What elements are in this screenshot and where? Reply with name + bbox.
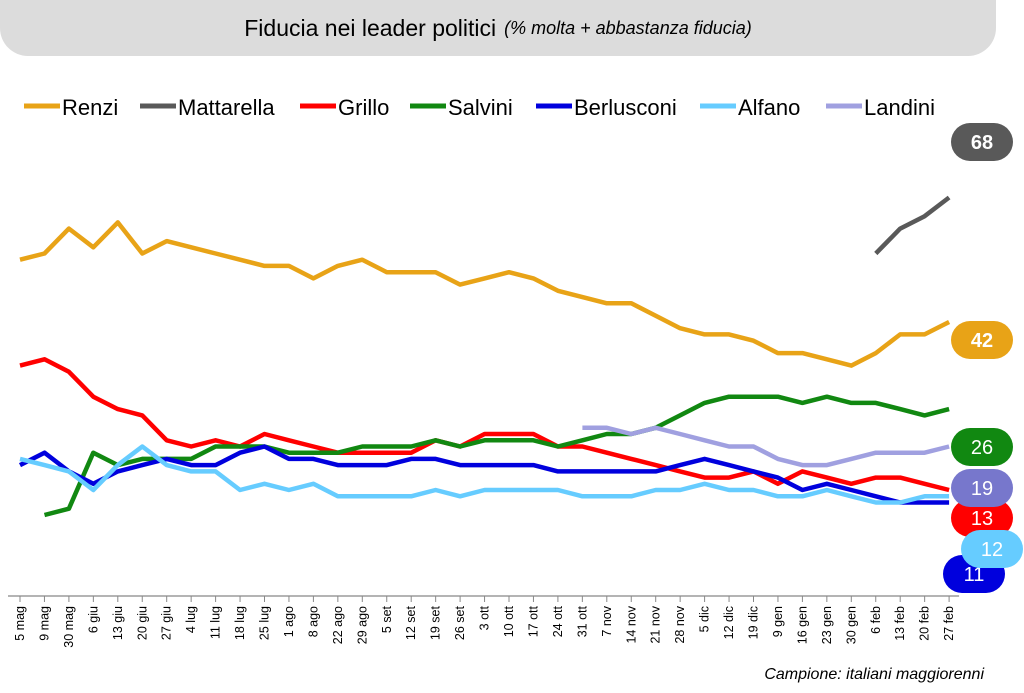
x-tick-label: 19 dic (747, 606, 761, 639)
x-tick-label: 26 set (453, 605, 467, 640)
legend-label: Grillo (338, 95, 389, 120)
series-line-mattarella (874, 195, 951, 256)
end-label-grillo: 13 (951, 499, 1013, 537)
x-tick-label: 23 gen (820, 606, 834, 644)
legend-item-renzi: Renzi (24, 95, 118, 120)
legend-item-alfano: Alfano (700, 95, 800, 120)
end-label-badge (961, 530, 1023, 568)
end-label-badge (951, 428, 1013, 466)
legend-label: Berlusconi (574, 95, 677, 120)
end-label-salvini: 26 (951, 428, 1013, 466)
x-tick-label: 22 ago (331, 606, 345, 644)
legend-item-berlusconi: Berlusconi (536, 95, 677, 120)
x-tick-label: 10 ott (502, 605, 516, 637)
series-line-berlusconi (18, 444, 950, 505)
x-tick-label: 6 feb (869, 606, 883, 634)
legend-item-salvini: Salvini (410, 95, 513, 120)
legend-label: Renzi (62, 95, 118, 120)
x-tick-label: 16 gen (795, 606, 809, 644)
end-label-badge (951, 499, 1013, 537)
x-tick-label: 17 ott (526, 605, 540, 637)
series-line-alfano (19, 444, 950, 505)
end-label-value: 68 (971, 132, 993, 154)
x-tick-label: 11 lug (209, 606, 223, 639)
x-tick-label: 12 dic (722, 606, 736, 639)
x-tick-label: 5 set (380, 605, 394, 633)
x-tick-label: 8 ago (306, 606, 320, 637)
x-tick-label: 30 mag (62, 606, 76, 648)
chart-title: Fiducia nei leader politici (% molta + a… (0, 0, 996, 56)
legend-item-landini: Landini (826, 95, 935, 120)
x-tick-label: 18 lug (233, 606, 247, 640)
end-label-value: 13 (971, 508, 993, 530)
chart-title-main: Fiducia nei leader politici (244, 14, 497, 41)
end-label-value: 11 (964, 564, 985, 586)
end-label-value: 26 (971, 437, 993, 459)
title-bar (0, 0, 996, 56)
end-label-badge (951, 469, 1013, 507)
legend: Renzi Mattarella Grillo Salvini Berlusconi Al… (24, 95, 935, 120)
x-tick-label: 9 mag (37, 606, 51, 641)
chart-subtitle: (% molta + abbastanza fiducia) (504, 17, 752, 38)
end-labels: 42 68 13 26 11 12 19 (943, 123, 1023, 593)
end-label-badge (951, 123, 1013, 161)
legend-label: Alfano (738, 95, 800, 120)
x-tick-label: 28 nov (673, 605, 687, 643)
legend-label: Salvini (448, 95, 513, 120)
legend-label: Landini (864, 95, 935, 120)
x-tick-label: 20 feb (918, 606, 932, 641)
end-label-landini: 19 (951, 469, 1013, 507)
x-tick-label: 1 ago (282, 606, 296, 637)
x-tick-label: 25 lug (258, 606, 272, 640)
x-axis: 5 mag 9 mag 30 mag 6 giu 13 giu 20 giu 27 giu 4… (8, 595, 960, 648)
x-tick-label: 5 mag (13, 606, 27, 641)
x-tick-label: 7 nov (600, 605, 614, 636)
x-tick-label: 13 feb (893, 606, 907, 641)
x-tick-label: 3 ott (478, 605, 492, 630)
legend-item-grillo: Grillo (300, 95, 389, 120)
x-tick-label: 5 dic (698, 606, 712, 632)
end-label-mattarella: 68 (951, 123, 1013, 161)
x-tick-label: 31 ott (575, 605, 589, 637)
end-label-badge (951, 321, 1013, 359)
x-tick-label: 20 giu (135, 606, 149, 640)
x-tick-label: 9 gen (771, 606, 785, 637)
x-tick-label: 29 ago (355, 606, 369, 644)
series-line-salvini (43, 394, 950, 518)
x-tick-label: 27 giu (160, 606, 174, 640)
end-label-alfano: 12 (961, 530, 1023, 568)
x-tick-label: 4 lug (184, 606, 198, 633)
legend-label: Mattarella (178, 95, 275, 120)
end-label-value: 19 (971, 478, 993, 500)
series-line-renzi (19, 220, 951, 368)
x-tick-label: 6 giu (86, 606, 100, 633)
end-label-value: 12 (981, 539, 1003, 561)
x-tick-label: 24 ott (551, 605, 565, 637)
sample-caption: Campione: italiani maggiorenni (764, 666, 984, 683)
x-tick-label: 19 set (429, 605, 443, 640)
end-label-renzi: 42 (951, 321, 1013, 359)
x-tick-label: 21 nov (649, 605, 663, 643)
x-tick-label: 12 set (404, 605, 418, 640)
series-line-landini (582, 425, 950, 468)
legend-item-mattarella: Mattarella (140, 95, 275, 120)
end-label-value: 42 (971, 330, 993, 352)
series-group (18, 195, 951, 518)
x-tick-label: 30 gen (844, 606, 858, 644)
x-tick-label: 27 feb (942, 606, 956, 641)
x-tick-label: 14 nov (624, 605, 638, 643)
x-tick-label: 13 giu (111, 606, 125, 640)
series-line-grillo (19, 357, 950, 493)
